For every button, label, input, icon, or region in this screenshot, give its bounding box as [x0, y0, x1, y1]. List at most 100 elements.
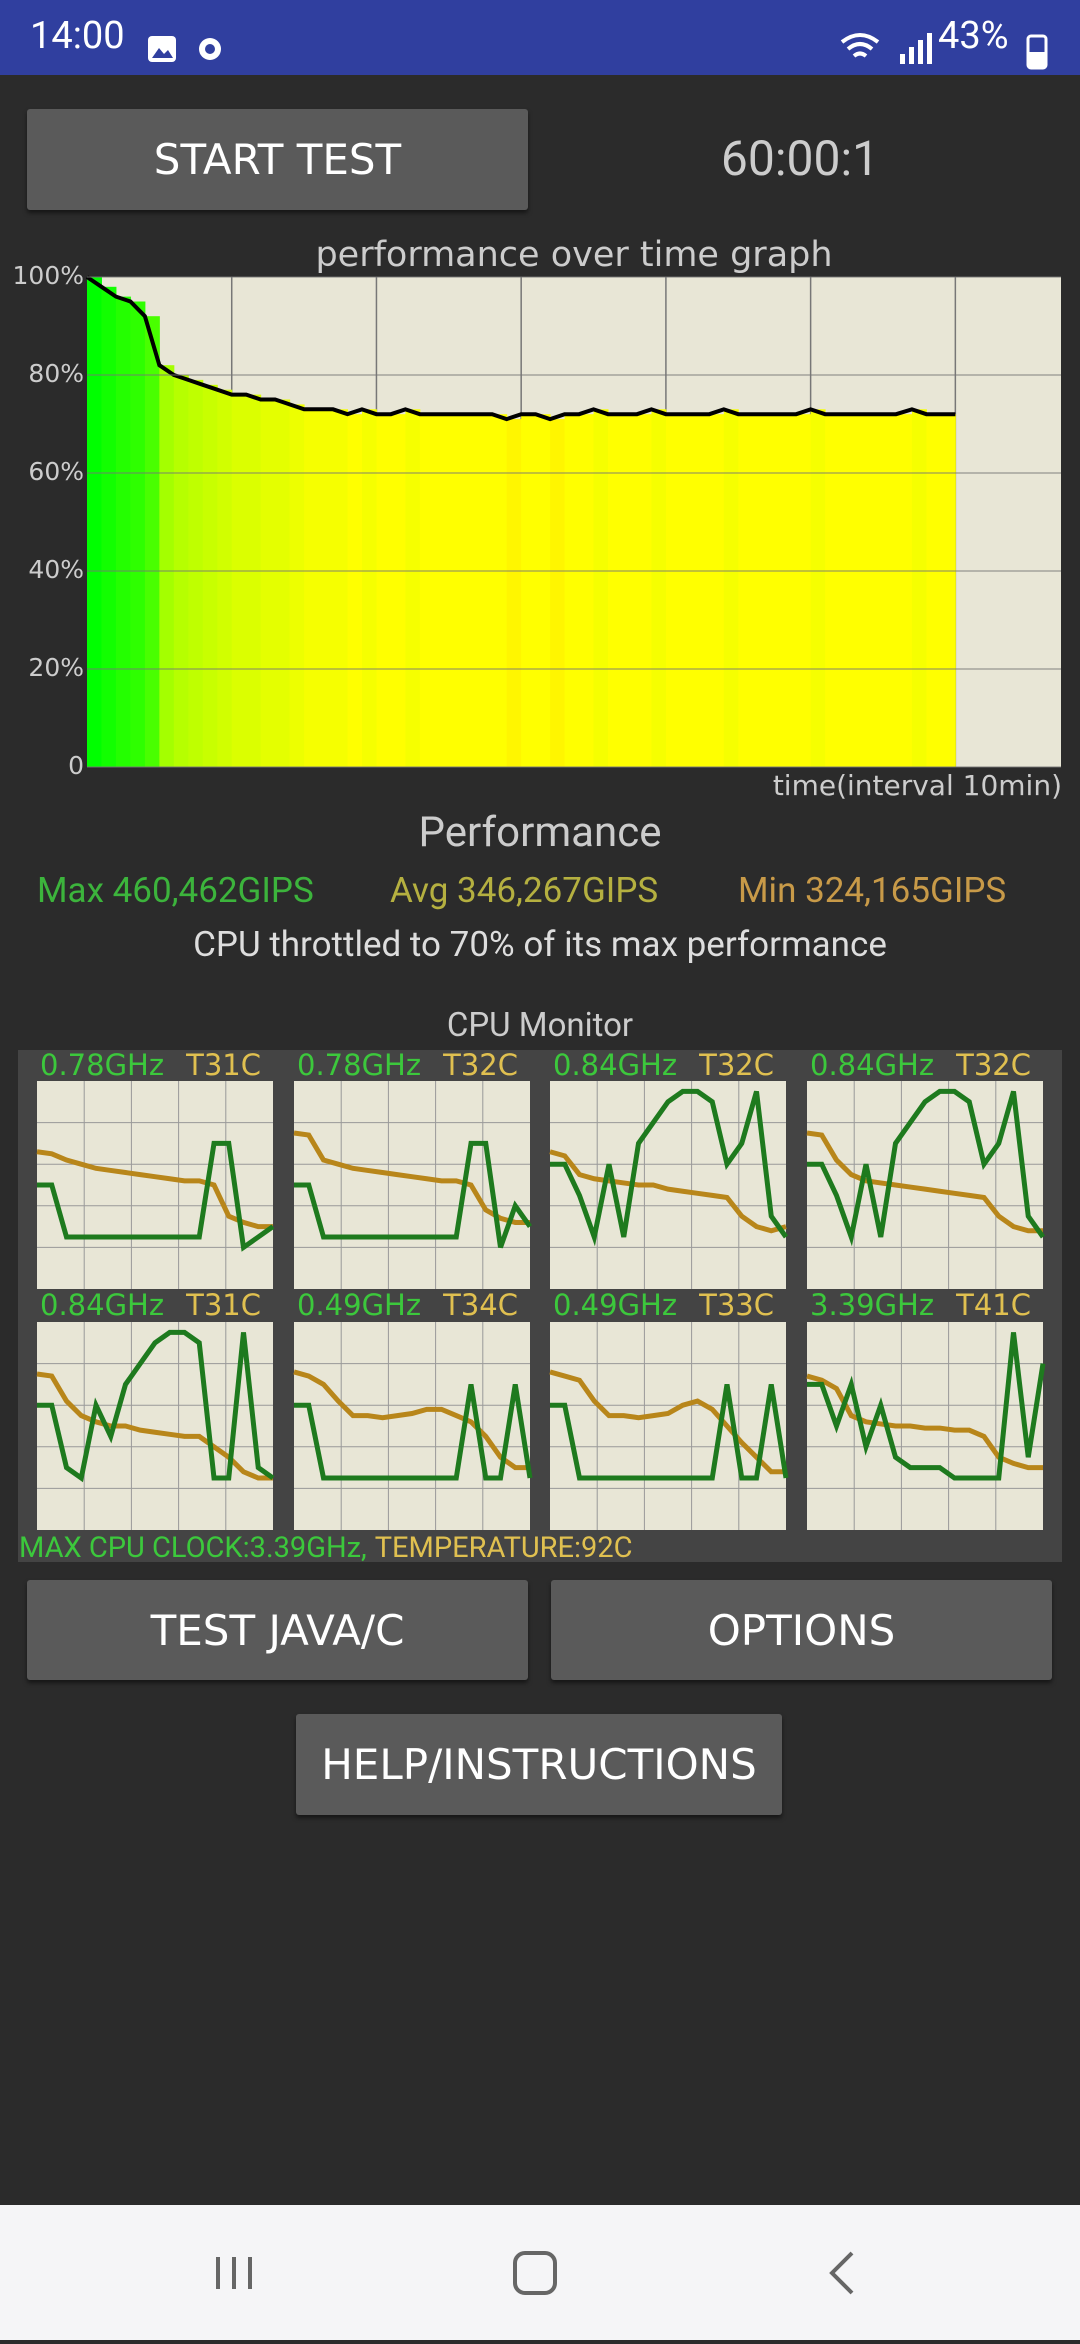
performance-line	[85, 275, 956, 422]
performance-fill	[622, 414, 638, 767]
performance-fill	[304, 409, 320, 767]
frequency-line	[807, 1088, 1046, 1247]
performance-fill	[159, 365, 175, 767]
performance-fill	[752, 414, 768, 767]
performance-fill	[246, 394, 262, 767]
max-temp: TEMPERATURE:92C	[374, 1531, 633, 1565]
signal-icons	[840, 33, 932, 64]
performance-fill	[709, 414, 725, 767]
performance-fill	[87, 277, 102, 767]
x-axis-label: time(interval 10min)	[773, 769, 1062, 802]
performance-fill	[680, 414, 696, 767]
performance-graph: performance over time graph 0 20% 40% 60% 80%…	[13, 235, 1062, 802]
cpu-monitor: 0.78GHz T31C 0.78GHz T32C 0.84GHz T32C 0.84GHz…	[18, 1050, 1062, 1562]
performance-fill	[564, 414, 580, 767]
core-temperature: T32C	[698, 1050, 774, 1082]
performance-fill	[723, 409, 739, 767]
core-graph	[550, 1081, 786, 1289]
battery-icon	[1026, 34, 1048, 70]
core-graph	[37, 1322, 273, 1530]
performance-fill	[781, 414, 797, 767]
core-temperature: T41C	[955, 1288, 1031, 1322]
performance-fill	[651, 409, 667, 767]
start-test-button[interactable]: START TEST	[27, 109, 528, 210]
frequency-line	[37, 1329, 275, 1483]
y-tick-label: 60%	[28, 457, 84, 486]
core-temperature: T32C	[955, 1050, 1031, 1082]
performance-fill	[593, 409, 609, 767]
temperature-line	[293, 1369, 530, 1471]
cpu-summary: MAX CPU CLOCK:3.39GHz, TEMPERATURE:92C	[19, 1531, 633, 1565]
core-temperature: T32C	[442, 1050, 518, 1082]
performance-fill	[101, 286, 117, 767]
performance-fill	[636, 414, 652, 767]
performance-fill	[144, 316, 160, 767]
y-tick-label: 20%	[28, 653, 84, 682]
performance-fill	[289, 404, 305, 767]
performance-fill	[390, 414, 406, 767]
test-java-c-button[interactable]: TEST JAVA/C	[27, 1580, 528, 1680]
y-tick-label: 0	[68, 751, 84, 780]
performance-fill	[521, 414, 537, 767]
frequency-line	[294, 1140, 533, 1249]
temperature-line	[549, 1369, 786, 1475]
performance-fill	[839, 414, 855, 767]
performance-fill	[896, 414, 913, 767]
y-tick-label: 80%	[28, 359, 84, 388]
core-frequency: 0.84GHz	[553, 1050, 677, 1082]
core-graph	[294, 1322, 530, 1530]
y-tick-label: 100%	[13, 261, 84, 290]
performance-fill	[579, 414, 595, 767]
performance-fill	[361, 409, 377, 767]
performance-fill	[506, 419, 522, 767]
performance-title: Performance	[418, 808, 662, 857]
battery-text: 43%	[938, 14, 1009, 58]
performance-fill	[275, 399, 291, 767]
core-graph	[37, 1081, 273, 1289]
performance-fill	[825, 414, 841, 767]
core-frequency: 3.39GHz	[810, 1288, 934, 1322]
performance-fill	[535, 414, 551, 767]
core-temperature: T31C	[185, 1050, 261, 1082]
performance-fill	[810, 409, 826, 767]
core-frequency: 0.84GHz	[810, 1050, 934, 1082]
performance-fill	[550, 419, 566, 767]
temperature-line	[549, 1149, 787, 1234]
core-temperature: T34C	[442, 1288, 518, 1322]
performance-fill	[434, 414, 450, 767]
performance-fill	[796, 414, 812, 767]
performance-fill	[405, 409, 421, 767]
performance-fill	[940, 414, 956, 767]
performance-fill	[217, 389, 233, 767]
core-temperature: T33C	[698, 1288, 774, 1322]
performance-fill	[347, 414, 363, 767]
options-button[interactable]: OPTIONS	[551, 1580, 1052, 1680]
performance-fill	[738, 414, 754, 767]
performance-fill	[608, 414, 623, 767]
performance-fill	[188, 379, 204, 767]
core-temperature: T31C	[185, 1288, 261, 1322]
performance-fill	[492, 414, 508, 767]
performance-fill	[767, 414, 783, 767]
performance-fill	[882, 414, 897, 767]
home-button[interactable]	[513, 2251, 557, 2295]
temperature-line	[36, 1149, 273, 1230]
status-icons	[148, 36, 221, 62]
frequency-line	[37, 1140, 275, 1252]
y-tick-label: 40%	[28, 555, 84, 584]
frequency-line	[294, 1384, 533, 1481]
performance-fill	[665, 414, 681, 767]
help-button[interactable]: HELP/INSTRUCTIONS	[296, 1714, 782, 1815]
performance-fill	[911, 409, 927, 767]
graph-title: performance over time graph	[315, 235, 832, 275]
performance-fill	[926, 414, 942, 767]
frequency-line	[807, 1332, 1046, 1481]
core-graph	[550, 1322, 786, 1530]
performance-fill	[260, 399, 276, 767]
clock: 14:00	[30, 14, 125, 58]
back-button[interactable]	[829, 2251, 854, 2295]
throttle-summary: CPU throttled to 70% of its max performa…	[193, 924, 887, 965]
core-frequency: 0.78GHz	[40, 1050, 164, 1082]
max-clock: MAX CPU CLOCK:3.39GHz,	[19, 1531, 367, 1565]
temperature-line	[293, 1130, 530, 1225]
